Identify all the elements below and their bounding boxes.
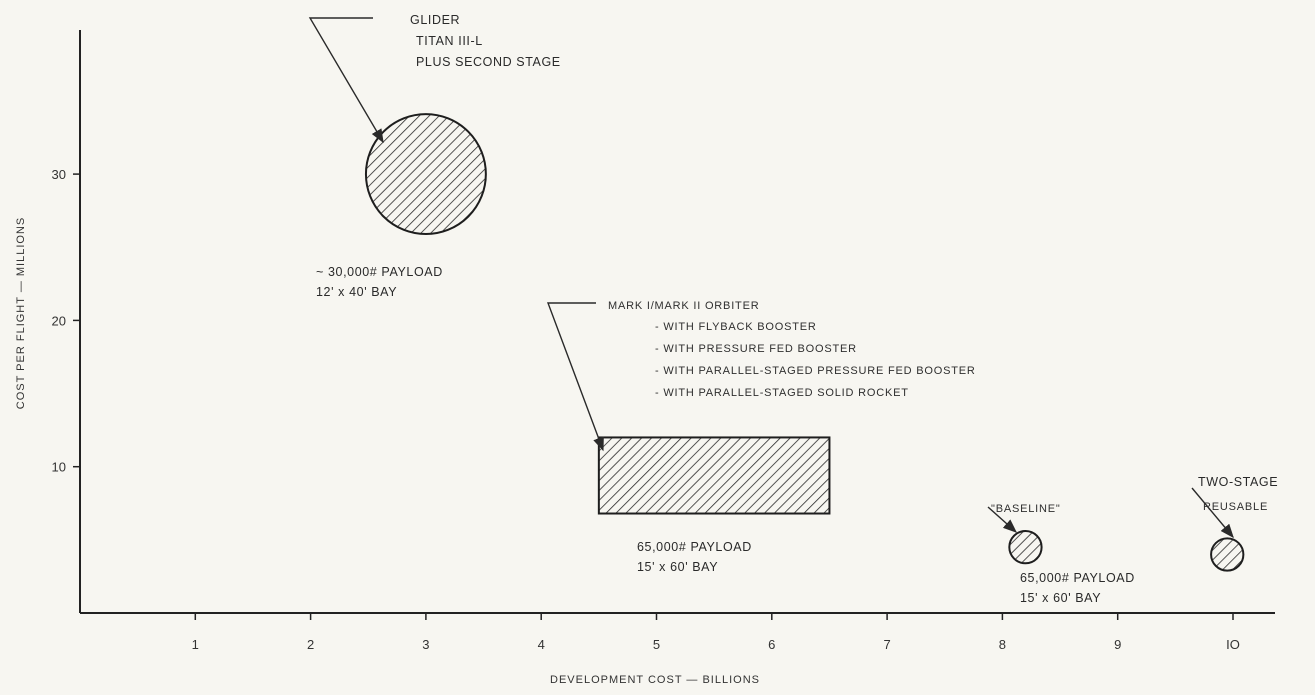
baseline-payload-label: 15' x 60' BAY [1020,591,1101,605]
y-tick-label: 10 [52,460,66,475]
callouts-layer: GLIDER TITAN III-L PLUS SECOND STAGE ~ 30,0… [308,13,1278,605]
ticks-layer: 1 2 3 4 5 6 7 8 9 IO 10 20 30 [52,167,1240,652]
shapes-layer [364,113,1245,572]
orbiter-callout-line: - WITH FLYBACK BOOSTER [655,321,817,333]
x-tick-label: 9 [1114,637,1121,652]
orbiter-rectangle [597,436,831,515]
two-stage-circle [1210,537,1245,572]
orbiter-callout-line: - WITH PRESSURE FED BOOSTER [655,343,857,355]
orbiter-callout-line: - WITH PARALLEL-STAGED SOLID ROCKET [655,387,909,399]
orbiter-callout-line: - WITH PARALLEL-STAGED PRESSURE FED BOOS… [655,365,976,377]
baseline-circle [1008,530,1043,565]
x-tick-label: 6 [768,637,775,652]
y-axis-title: COST PER FLIGHT — MILLIONS [15,217,27,409]
glider-arrow [308,17,384,144]
baseline-arrow [987,506,1018,533]
x-tick-label: 4 [538,637,545,652]
glider-callout-line: GLIDER [410,13,460,27]
x-tick-label: 5 [653,637,660,652]
two-stage-callout: REUSABLE [1203,501,1268,513]
orbiter-payload-label: 65,000# PAYLOAD [637,540,752,554]
two-stage-callout: TWO-STAGE [1198,475,1278,489]
y-tick-label: 30 [52,167,66,182]
glider-callout-line: PLUS SECOND STAGE [416,55,561,69]
orbiter-arrow [546,302,604,452]
two-stage-arrow [1191,487,1234,539]
orbiter-payload-label: 15' x 60' BAY [637,560,718,574]
orbiter-callout-line: MARK I/MARK II ORBITER [608,300,759,312]
x-tick-label: IO [1226,637,1240,652]
baseline-callout: "BASELINE" [991,503,1061,515]
x-tick-label: 2 [307,637,314,652]
x-tick-label: 3 [422,637,429,652]
x-tick-label: 8 [999,637,1006,652]
glider-payload-label: 12' x 40' BAY [316,285,397,299]
x-tick-label: 7 [883,637,890,652]
baseline-payload-label: 65,000# PAYLOAD [1020,571,1135,585]
x-tick-label: 1 [192,637,199,652]
y-tick-label: 20 [52,313,66,328]
glider-callout-line: TITAN III-L [416,34,483,48]
x-axis-title: DEVELOPMENT COST — BILLIONS [550,674,760,686]
glider-circle [364,113,487,236]
glider-payload-label: ~ 30,000# PAYLOAD [316,265,443,279]
